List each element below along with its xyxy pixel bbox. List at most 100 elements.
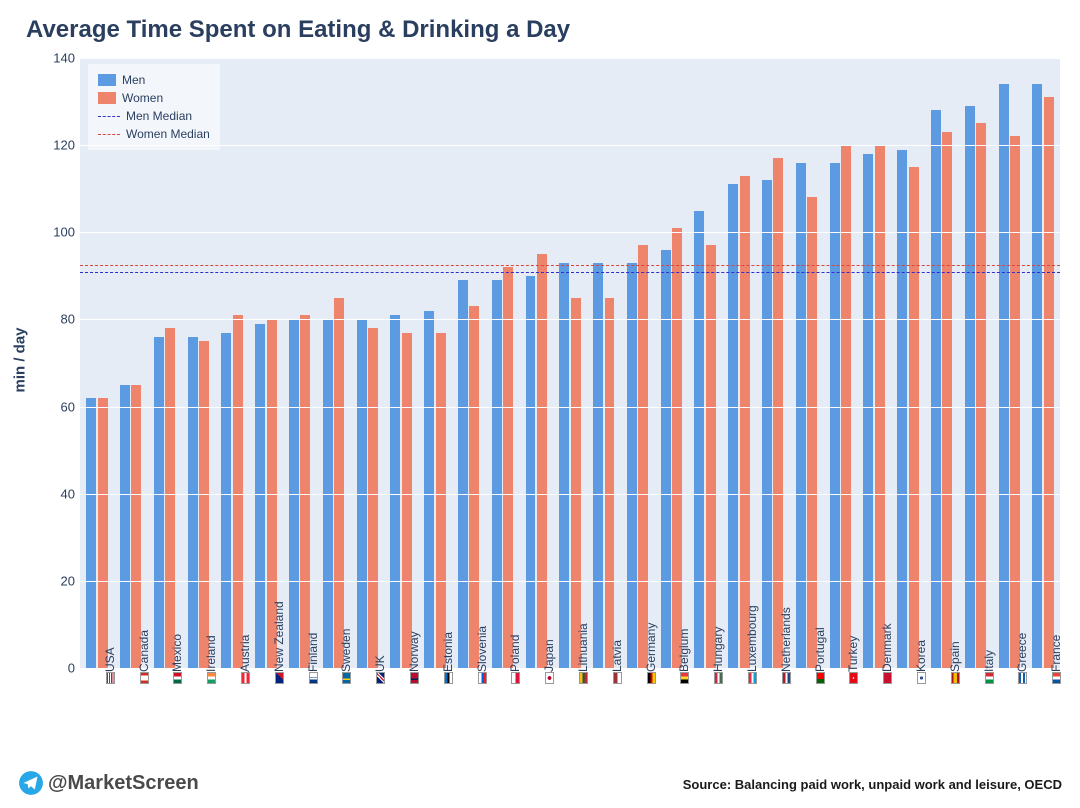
bar [976, 123, 986, 668]
flag-icon [1052, 672, 1061, 684]
bar [942, 132, 952, 668]
x-tick-label: Hungary [711, 627, 725, 688]
flag-icon [208, 672, 217, 684]
legend-item: Men [98, 72, 210, 88]
bar [165, 328, 175, 668]
x-tick-label: Italy [982, 650, 996, 688]
legend-swatch [98, 92, 116, 104]
y-tick-label: 140 [35, 51, 75, 66]
flag-icon [512, 672, 521, 684]
bar [773, 158, 783, 668]
y-tick-label: 20 [35, 573, 75, 588]
bar [526, 276, 536, 668]
bar [469, 306, 479, 668]
bar [537, 254, 547, 668]
flag-icon [309, 672, 318, 684]
bar [390, 315, 400, 668]
bar [605, 298, 615, 668]
bar [300, 315, 310, 668]
flag-icon [478, 672, 487, 684]
legend-label: Men Median [126, 109, 192, 123]
x-tick-label: Spain [948, 641, 962, 688]
bar [593, 263, 603, 668]
x-tick-label: Slovenia [475, 626, 489, 688]
bar [188, 337, 198, 668]
bar [830, 163, 840, 668]
x-tick-label: Luxembourg [745, 605, 759, 688]
bar [762, 180, 772, 668]
flag-icon [985, 672, 994, 684]
legend-label: Men [122, 73, 145, 87]
bar [571, 298, 581, 668]
flag-icon [613, 672, 622, 684]
x-tick-label: UK [373, 655, 387, 688]
legend-item: Women [98, 90, 210, 106]
chart-title: Average Time Spent on Eating & Drinking … [26, 16, 570, 44]
gridline [80, 407, 1060, 408]
x-tick-label: Estonia [441, 632, 455, 688]
gridline [80, 58, 1060, 59]
y-tick-label: 40 [35, 486, 75, 501]
x-tick-label: Austria [238, 635, 252, 688]
gridline [80, 494, 1060, 495]
flag-icon [275, 672, 284, 684]
bar [706, 245, 716, 668]
y-tick-label: 0 [35, 661, 75, 676]
x-tick-label: Belgium [677, 629, 691, 688]
bar [897, 150, 907, 669]
flag-icon [816, 672, 825, 684]
x-tick-label: Japan [542, 639, 556, 688]
legend: Men Women Men Median Women Median [88, 64, 220, 150]
bars-container [80, 58, 1060, 668]
x-tick-label: Latvia [610, 640, 624, 688]
y-tick-label: 120 [35, 138, 75, 153]
gridline [80, 319, 1060, 320]
bar [424, 311, 434, 668]
flag-icon [444, 672, 453, 684]
y-tick-label: 60 [35, 399, 75, 414]
bar [402, 333, 412, 669]
flag-icon [546, 672, 555, 684]
y-tick-label: 80 [35, 312, 75, 327]
flag-icon [377, 672, 386, 684]
flag-icon [343, 672, 352, 684]
median-line [80, 272, 1060, 273]
x-tick-label: Korea [914, 640, 928, 688]
bar [728, 184, 738, 668]
flag-icon [579, 672, 588, 684]
x-tick-label: Netherlands [779, 607, 793, 688]
y-tick-label: 100 [35, 225, 75, 240]
bar [559, 263, 569, 668]
bar [694, 211, 704, 669]
bar [221, 333, 231, 669]
handle-text: @MarketScreen [48, 772, 199, 795]
x-tick-label: Turkey [846, 636, 860, 688]
legend-swatch [98, 74, 116, 86]
x-tick-label: New Zealand [272, 601, 286, 688]
gridline [80, 232, 1060, 233]
bar [86, 398, 96, 668]
flag-icon [883, 672, 892, 684]
y-axis-label: min / day [12, 327, 29, 392]
flag-icon [850, 672, 859, 684]
flag-icon [410, 672, 419, 684]
x-tick-label: Poland [508, 635, 522, 688]
bar [1044, 97, 1054, 668]
bar [740, 176, 750, 668]
bar [796, 163, 806, 668]
bar [1010, 136, 1020, 668]
x-tick-label: USA [103, 647, 117, 688]
bar [965, 106, 975, 668]
legend-dash [98, 116, 120, 117]
x-tick-label: Canada [137, 630, 151, 688]
legend-dash [98, 134, 120, 135]
bar [672, 228, 682, 668]
gridline [80, 581, 1060, 582]
bar [368, 328, 378, 668]
legend-label: Women Median [126, 127, 210, 141]
plot-area [80, 58, 1060, 668]
bar [255, 324, 265, 668]
x-tick-label: France [1049, 635, 1063, 688]
footer-source: Source: Balancing paid work, unpaid work… [683, 777, 1062, 792]
gridline [80, 145, 1060, 146]
